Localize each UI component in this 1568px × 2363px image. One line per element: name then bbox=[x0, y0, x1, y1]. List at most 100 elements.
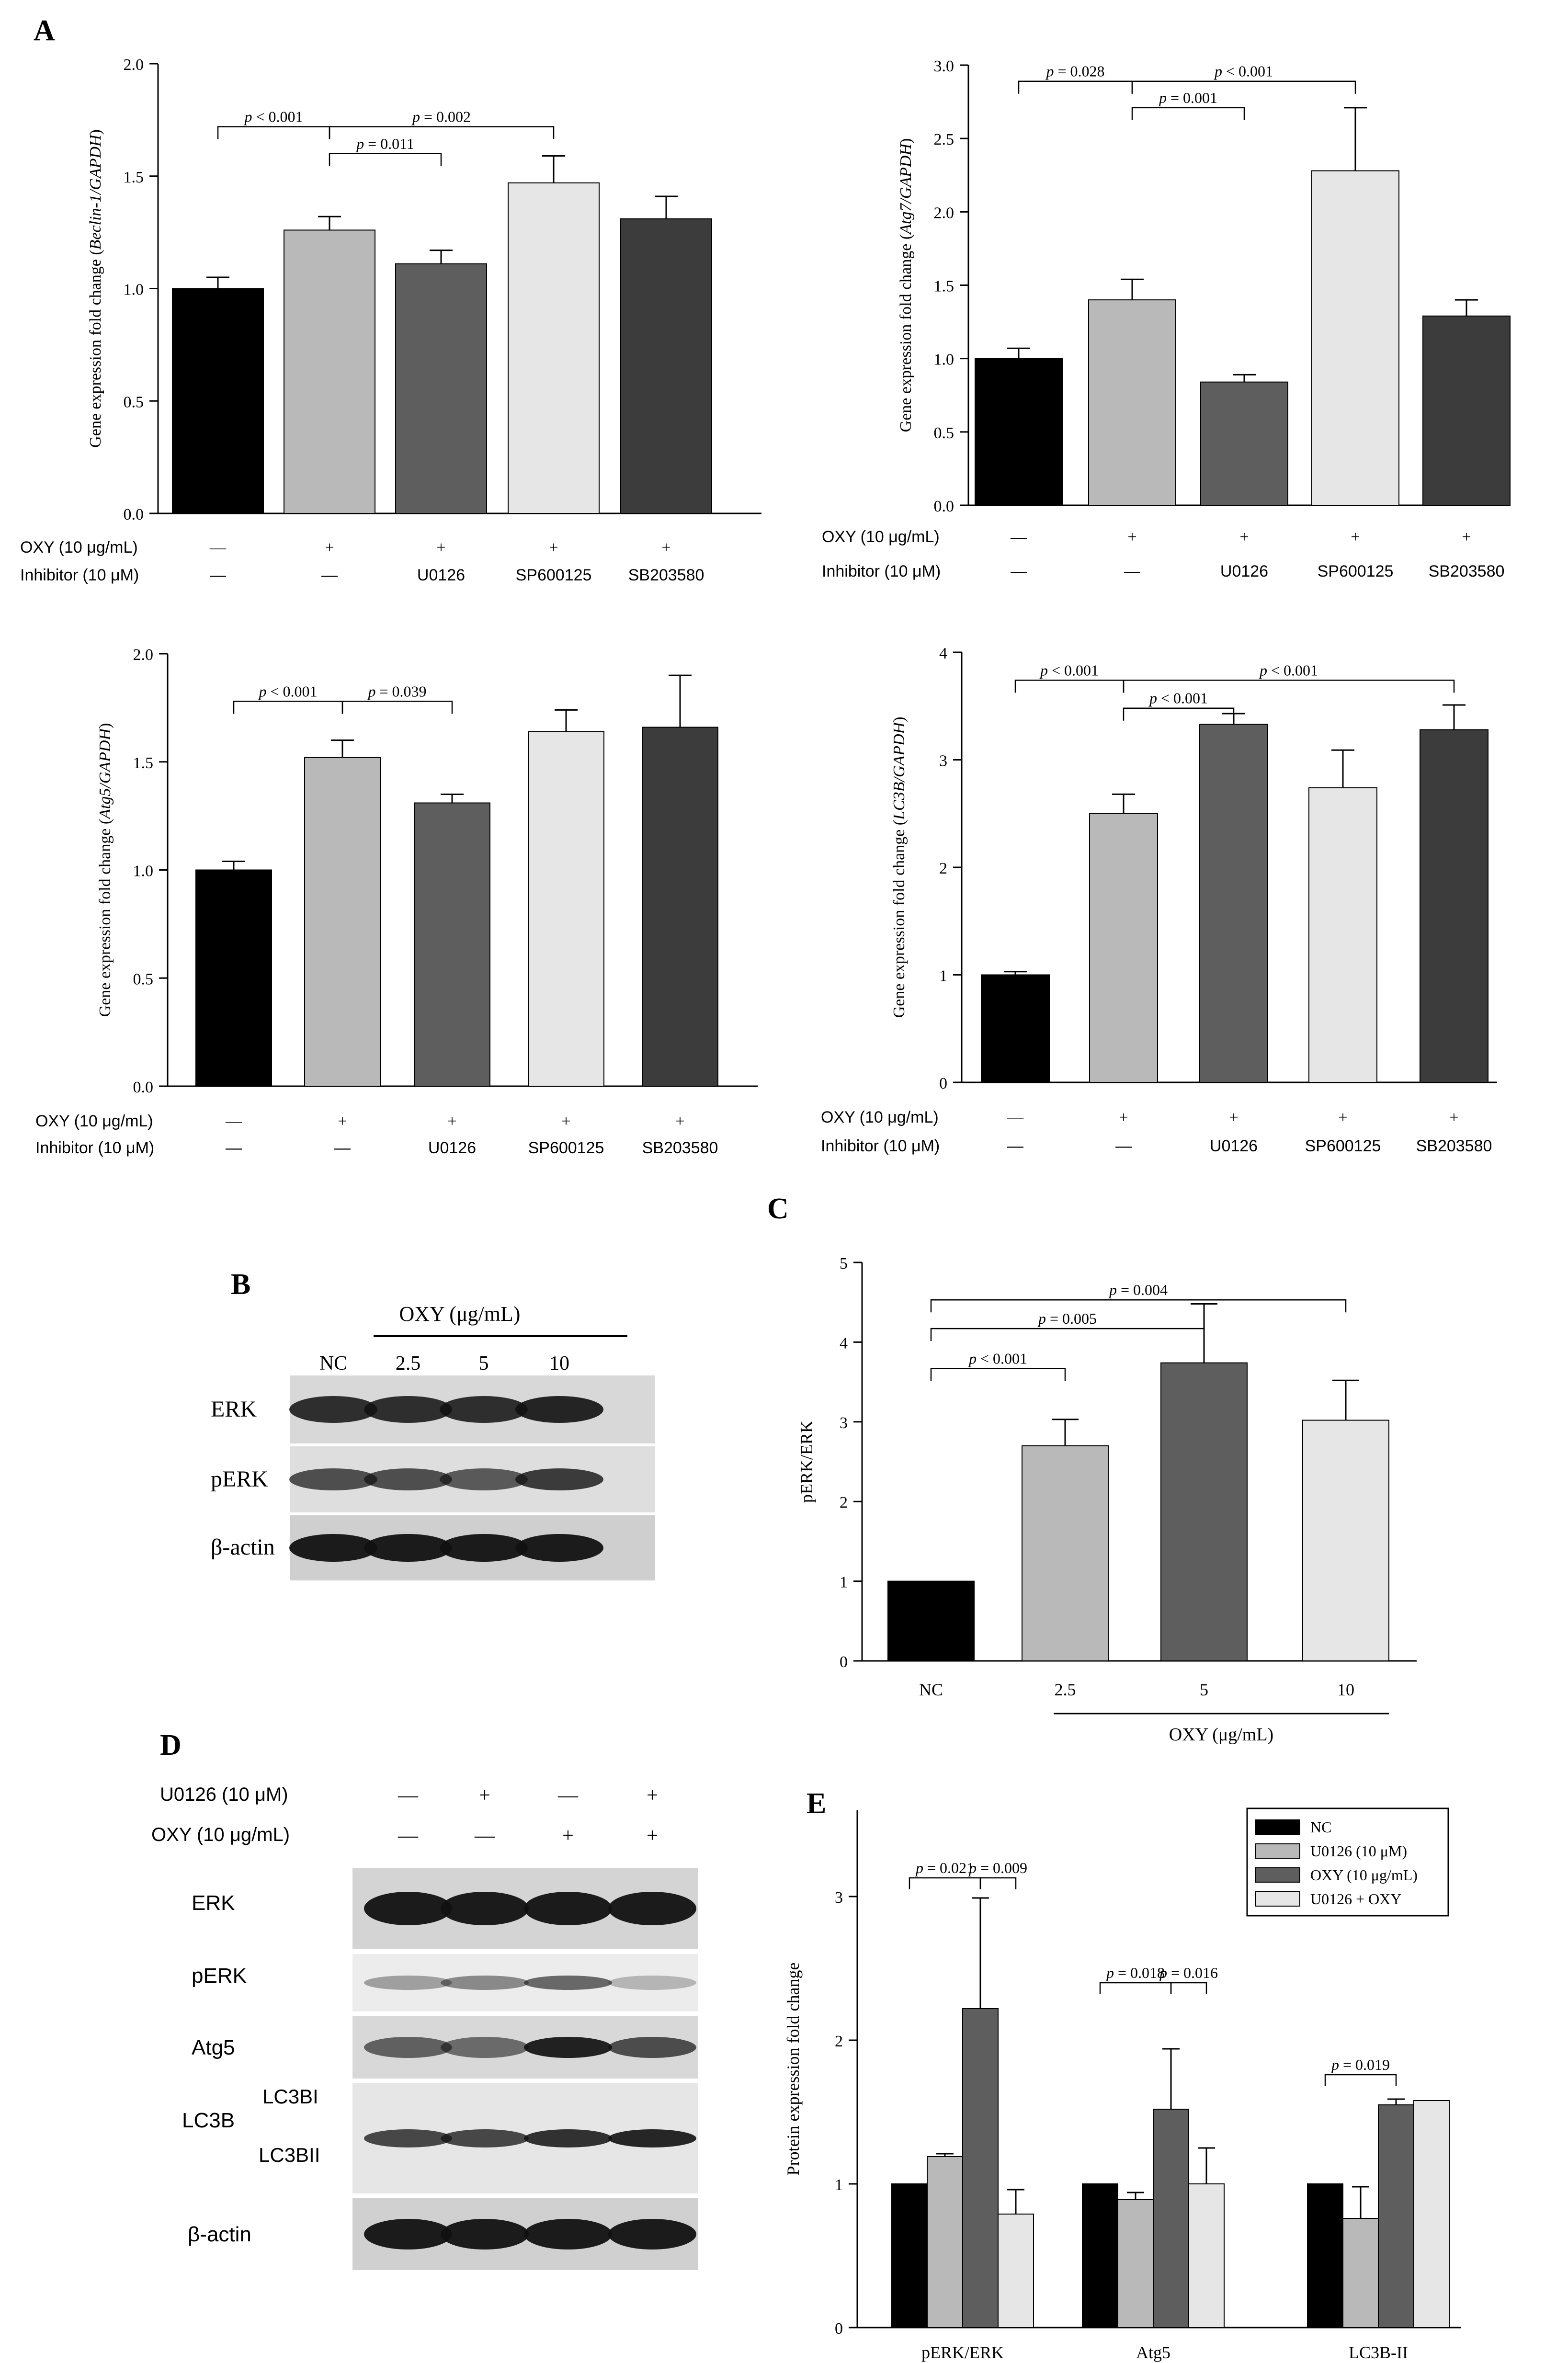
oxy-sign: + bbox=[561, 1113, 570, 1130]
inhibitor-name: U0126 bbox=[1210, 1137, 1258, 1155]
blot-band bbox=[441, 2129, 529, 2147]
inhibitor-condition-label: Inhibitor (10 μM) bbox=[20, 566, 139, 584]
blot-band bbox=[364, 2219, 452, 2249]
inhibitor-name: SP600125 bbox=[1318, 562, 1394, 580]
significance-bracket bbox=[930, 1299, 1347, 1313]
blot-band bbox=[364, 2129, 452, 2147]
blot-strip-actin bbox=[352, 2198, 698, 2270]
bar bbox=[962, 2008, 999, 2328]
inhibitor-name: — bbox=[226, 1139, 242, 1157]
inhibitor-name: U0126 bbox=[417, 566, 465, 584]
blot-band bbox=[364, 1396, 452, 1423]
y-tick-label: 1.0 bbox=[133, 863, 154, 880]
bar bbox=[642, 727, 718, 1087]
y-axis-label: Gene expression fold change (Beclin-1/GA… bbox=[87, 129, 104, 448]
oxy-sign: + bbox=[1229, 1109, 1238, 1126]
y-tick-label: 3.0 bbox=[934, 57, 954, 75]
blot-band bbox=[364, 1534, 452, 1562]
u0126-sign: + bbox=[479, 1784, 490, 1806]
y-tick-label: 1.0 bbox=[124, 281, 144, 299]
y-tick-label: 0.5 bbox=[124, 393, 144, 411]
p-value-label: p < 0.001 bbox=[1148, 690, 1208, 707]
y-tick-label: 2.0 bbox=[934, 204, 954, 222]
y-tick-label: 2.5 bbox=[934, 131, 954, 148]
significance-bracket bbox=[909, 1877, 981, 1889]
inhibitor-name: — bbox=[1011, 562, 1027, 580]
bar bbox=[528, 731, 604, 1087]
panel-letter-B: B bbox=[231, 1268, 250, 1301]
y-tick-label: 2 bbox=[939, 860, 947, 877]
bar bbox=[1153, 2109, 1189, 2328]
blot-strip-actin bbox=[289, 1515, 655, 1580]
y-tick-label: 1.0 bbox=[934, 351, 954, 369]
legend-swatch bbox=[1255, 1891, 1300, 1907]
lane-label: NC bbox=[319, 1352, 347, 1375]
bar bbox=[1188, 2183, 1225, 2328]
p-value-label: p < 0.001 bbox=[1259, 661, 1318, 679]
oxy-sign: — bbox=[225, 1113, 242, 1130]
blot-row-label: β-actin bbox=[211, 1534, 275, 1560]
oxy-condition-label: OXY (10 μg/mL) bbox=[822, 528, 940, 546]
legend-swatch bbox=[1255, 1819, 1300, 1835]
inhibitor-name: SP600125 bbox=[1305, 1137, 1381, 1155]
p-value-label: p < 0.001 bbox=[1214, 63, 1273, 80]
x-tick-label: 5 bbox=[1200, 1680, 1208, 1699]
inhibitor-condition-label: Inhibitor (10 μM) bbox=[822, 562, 941, 580]
p-value-label: p = 0.039 bbox=[367, 682, 426, 700]
blot-strip-lc3b bbox=[352, 2083, 698, 2193]
panel-letter-A: A bbox=[34, 14, 55, 47]
significance-bracket bbox=[233, 701, 343, 714]
inhibitor-name: — bbox=[210, 566, 226, 584]
blot-band bbox=[441, 1976, 529, 1990]
legend-label: U0126 (10 μM) bbox=[1310, 1842, 1407, 1860]
oxy-sign: + bbox=[338, 1113, 347, 1130]
legend-swatch bbox=[1255, 1843, 1300, 1859]
blot-band bbox=[515, 1396, 603, 1423]
y-axis-label: Gene expression fold change (LC3B/GAPDH) bbox=[890, 717, 908, 1018]
chart-a1: 0.0 0.5 1.0 1.5 2.0 Gene expression fold chan… bbox=[20, 56, 761, 584]
oxy-condition-label: OXY (10 μg/mL) bbox=[821, 1108, 939, 1126]
inhibitor-name: — bbox=[1124, 562, 1140, 580]
p-value-label: p < 0.001 bbox=[243, 108, 303, 125]
y-axis-label: Protein expression fold change bbox=[784, 1963, 803, 2176]
inhibitor-name: U0126 bbox=[428, 1139, 476, 1157]
x-tick-label: pERK/ERK bbox=[921, 2343, 1004, 2362]
oxy-sign: + bbox=[447, 1113, 456, 1130]
blot-band bbox=[440, 1534, 528, 1562]
oxy-sign: — bbox=[1007, 1109, 1024, 1126]
u0126-label: U0126 (10 μM) bbox=[160, 1784, 288, 1805]
significance-bracket bbox=[1099, 1982, 1172, 1994]
blot-band bbox=[364, 2037, 452, 2058]
bar bbox=[1413, 2100, 1450, 2328]
oxy-sign: + bbox=[1119, 1109, 1128, 1126]
blot-band bbox=[289, 1396, 377, 1423]
bar bbox=[1199, 724, 1268, 1083]
significance-bracket bbox=[1170, 1982, 1207, 1994]
y-tick-label: 2 bbox=[840, 1494, 848, 1511]
bar bbox=[1200, 381, 1288, 506]
bar bbox=[284, 229, 375, 514]
y-axis-label: Gene expression fold change (Atg5/GAPDH) bbox=[96, 723, 114, 1017]
y-tick-label: 0 bbox=[835, 2320, 843, 2338]
inhibitor-name: SB203580 bbox=[1429, 562, 1505, 580]
significance-bracket bbox=[1123, 707, 1235, 721]
oxy-sign: — bbox=[209, 539, 227, 557]
blot-band bbox=[608, 1892, 696, 1925]
blot-band bbox=[440, 1468, 528, 1490]
x-tick-label: 10 bbox=[1337, 1680, 1354, 1699]
bar bbox=[1160, 1362, 1248, 1662]
x-tick-label: Atg5 bbox=[1136, 2343, 1170, 2362]
blot-band bbox=[364, 1892, 452, 1925]
blot-band bbox=[524, 2219, 612, 2249]
significance-bracket bbox=[217, 126, 330, 139]
y-tick-label: 1.5 bbox=[934, 278, 954, 295]
p-value-label: p = 0.021 bbox=[915, 1859, 974, 1876]
lane-label: 5 bbox=[479, 1352, 489, 1375]
y-tick-label: 5 bbox=[840, 1255, 848, 1272]
inhibitor-name: SP600125 bbox=[516, 566, 592, 584]
significance-bracket bbox=[979, 1877, 1017, 1889]
lc3bii-label: LC3BII bbox=[259, 2144, 320, 2166]
oxy-sign: + bbox=[436, 539, 445, 557]
blot-strip-erk bbox=[352, 1868, 698, 1949]
chart-e: 0 1 2 3 Protein expression fold change pERK/E… bbox=[784, 1807, 1461, 2362]
